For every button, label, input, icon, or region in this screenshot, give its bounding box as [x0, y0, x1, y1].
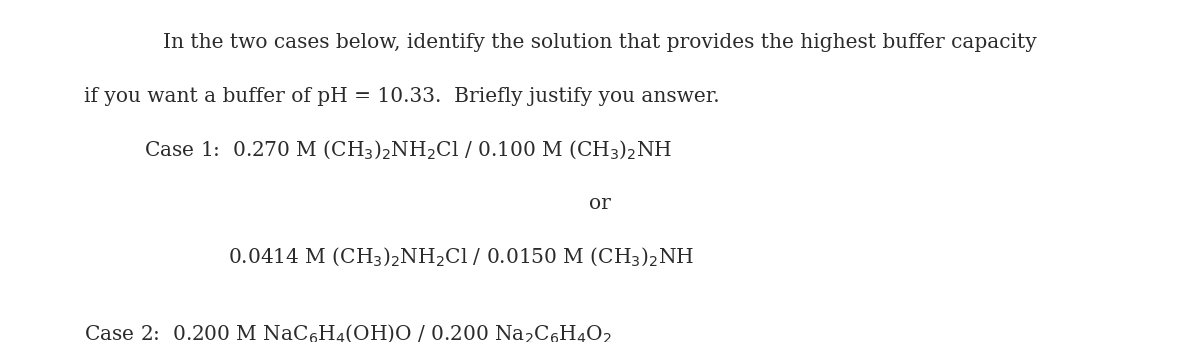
Text: 0.0414 M (CH$_3$)$_2$NH$_2$Cl / 0.0150 M (CH$_3$)$_2$NH: 0.0414 M (CH$_3$)$_2$NH$_2$Cl / 0.0150 M… — [228, 245, 694, 267]
Text: Case 2:  0.200 M NaC$_6$H$_4$(OH)O / 0.200 Na$_2$C$_6$H$_4$O$_2$: Case 2: 0.200 M NaC$_6$H$_4$(OH)O / 0.20… — [84, 322, 612, 342]
Text: if you want a buffer of pH = 10.33.  Briefly justify you answer.: if you want a buffer of pH = 10.33. Brie… — [84, 88, 720, 106]
Text: or: or — [589, 194, 611, 212]
Text: In the two cases below, identify the solution that provides the highest buffer c: In the two cases below, identify the sol… — [163, 33, 1037, 52]
Text: Case 1:  0.270 M (CH$_3$)$_2$NH$_2$Cl / 0.100 M (CH$_3$)$_2$NH: Case 1: 0.270 M (CH$_3$)$_2$NH$_2$Cl / 0… — [144, 139, 672, 161]
